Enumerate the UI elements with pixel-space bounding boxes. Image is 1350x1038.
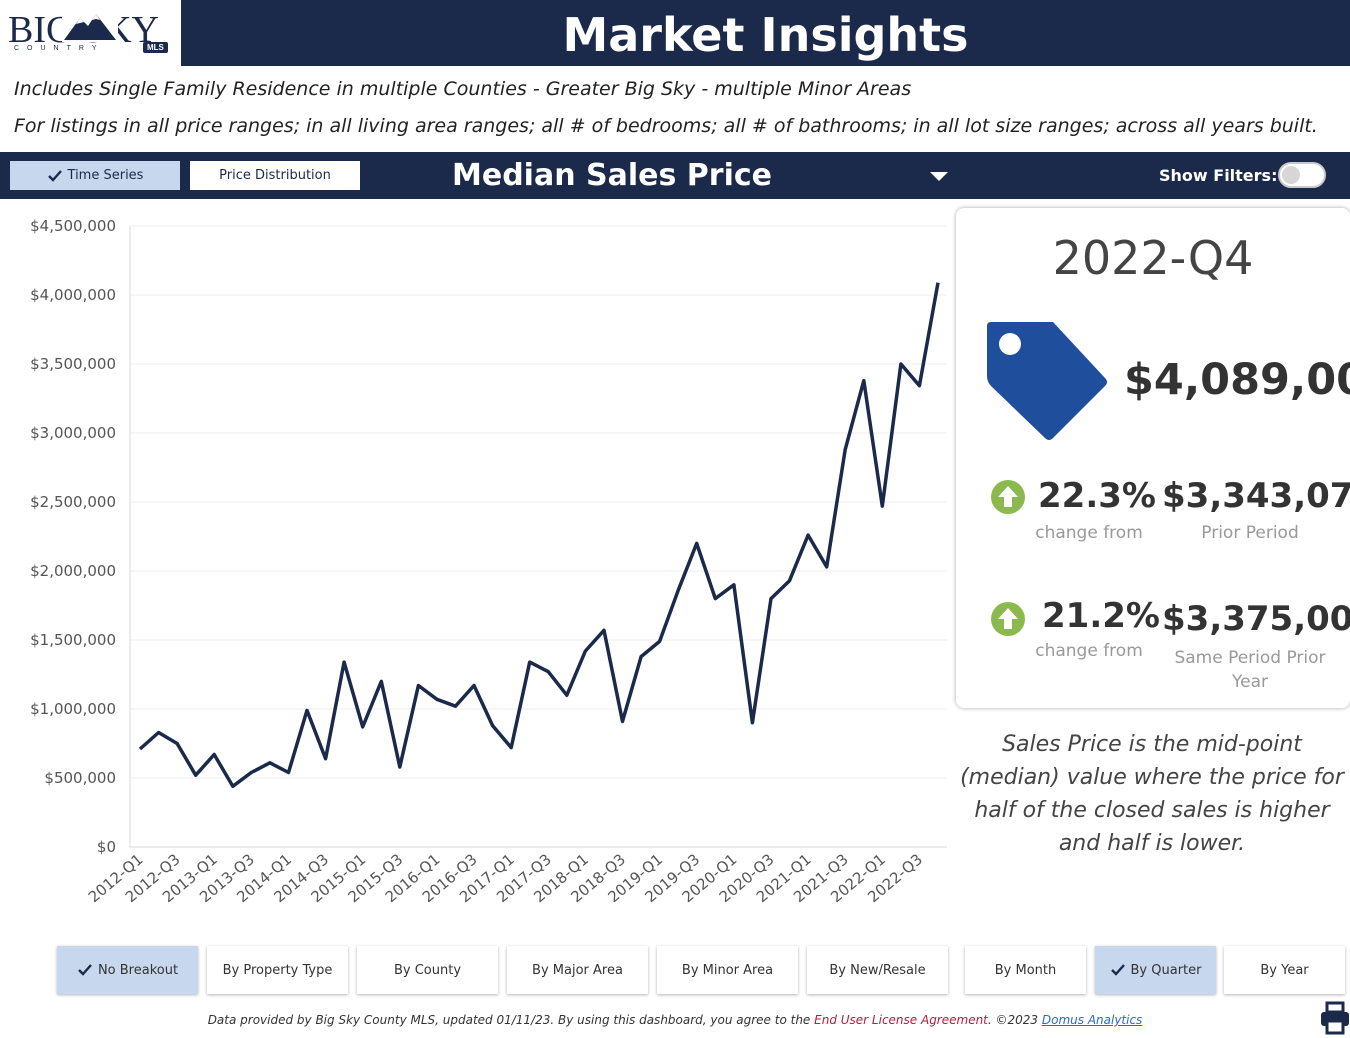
chart-container: $0 $500,000 $1,000,000 $1,500,000 $2,000,000… <box>0 205 955 930</box>
header: BIG SKY COUNTRY MLS Market Insights <box>0 0 1350 66</box>
footer: Data provided by Big Sky County MLS, upd… <box>0 1013 1350 1027</box>
mountain-logo-icon <box>62 12 118 42</box>
check-icon <box>1110 964 1125 976</box>
toggle-knob <box>1282 166 1300 184</box>
breakout_buttons-button-by-county[interactable]: By County <box>357 946 498 994</box>
prior-year-label: Same Period Prior Year <box>1174 648 1326 692</box>
tab-price-distribution-label: Price Distribution <box>219 168 331 183</box>
y-tick-label: $3,000,000 <box>30 424 116 442</box>
print-icon[interactable] <box>1320 1001 1350 1035</box>
arrow-up-icon <box>991 480 1025 514</box>
button-label: By County <box>393 962 462 978</box>
arrow-up-icon <box>991 602 1025 636</box>
check-icon <box>78 964 92 976</box>
caret-down-icon <box>930 172 948 181</box>
title-bar: Market Insights <box>181 0 1350 66</box>
change-prior-period-pct: 22.3% <box>1038 476 1156 516</box>
button-label: By Major Area <box>532 962 623 978</box>
kpi-card: 2022-Q4 $4,089,004 22.3% change from $3,… <box>956 208 1350 708</box>
breakout_buttons-button-by-major-area[interactable]: By Major Area <box>507 946 648 994</box>
logo-subtitle: COUNTRY <box>14 45 105 52</box>
prior-year-value: $3,375,000 <box>1162 599 1350 639</box>
breakout_buttons-button-no-breakout[interactable]: No Breakout <box>57 946 198 994</box>
y-tick-label: $1,500,000 <box>30 631 116 649</box>
change-prior-period-label: change from <box>1035 523 1143 543</box>
footer-copyright: . ©2023 <box>987 1013 1042 1027</box>
series-line <box>138 282 940 789</box>
kpi-value: $4,089,004 <box>1124 355 1350 405</box>
kpi-period: 2022-Q4 <box>1052 231 1254 285</box>
breakout_buttons-button-by-new-resale[interactable]: By New/Resale <box>807 946 948 994</box>
footer-text: Data provided by Big Sky County MLS, upd… <box>207 1013 815 1027</box>
logo-badge: MLS <box>143 42 168 53</box>
median-sales-price-chart: $0 $500,000 $1,000,000 $1,500,000 $2,000,000… <box>30 217 947 906</box>
check-icon <box>47 169 62 182</box>
tab-time-series[interactable]: Time Series <box>10 161 180 190</box>
breakout_buttons-button-by-property-type[interactable]: By Property Type <box>207 946 348 994</box>
prior-period-value: $3,343,078 <box>1162 476 1350 516</box>
show-filters-label: Show Filters: <box>1159 166 1278 185</box>
breakout_buttons-button-by-minor-area[interactable]: By Minor Area <box>657 946 798 994</box>
metric-dropdown[interactable]: Median Sales Price <box>442 152 962 199</box>
domus-link[interactable]: Domus Analytics <box>1041 1013 1143 1027</box>
period_buttons-button-by-month[interactable]: By Month <box>965 946 1086 994</box>
y-tick-label: $2,500,000 <box>30 493 116 511</box>
button-label: By New/Resale <box>829 962 926 978</box>
change-prior-year-label: change from <box>1035 641 1143 661</box>
price-tag-icon <box>987 322 1107 440</box>
show-filters-toggle[interactable] <box>1278 162 1326 188</box>
y-tick-label: $0 <box>97 838 116 856</box>
y-tick-label: $3,500,000 <box>30 355 116 373</box>
logo: BIG SKY COUNTRY MLS <box>0 0 180 66</box>
description-line-2: For listings in all price ranges; in all… <box>14 115 1318 137</box>
button-label: By Quarter <box>1130 962 1202 978</box>
y-tick-label: $500,000 <box>44 769 116 787</box>
tab-time-series-label: Time Series <box>67 168 144 183</box>
eula-link[interactable]: End User License Agreement <box>814 1013 988 1027</box>
button-label: By Year <box>1260 962 1309 978</box>
button-label: By Property Type <box>222 962 333 978</box>
button-label: No Breakout <box>97 962 179 978</box>
button-label: By Month <box>994 962 1057 978</box>
toolbar: Time Series Price Distribution Median Sa… <box>0 152 1350 199</box>
y-tick-label: $4,000,000 <box>30 286 116 304</box>
tab-price-distribution[interactable]: Price Distribution <box>190 161 360 190</box>
metric-label: Median Sales Price <box>452 158 772 193</box>
metric-explanation: Sales Price is the mid-point (median) va… <box>960 732 1344 856</box>
change-prior-year-pct: 21.2% <box>1042 596 1160 636</box>
y-tick-label: $2,000,000 <box>30 562 116 580</box>
y-tick-label: $1,000,000 <box>30 700 116 718</box>
period_buttons-button-by-year[interactable]: By Year <box>1224 946 1345 994</box>
page-title: Market Insights <box>562 8 969 62</box>
button-label: By Minor Area <box>681 962 774 978</box>
description-line-1: Includes Single Family Residence in mult… <box>14 78 912 100</box>
prior-period-label: Prior Period <box>1201 523 1299 543</box>
y-tick-label: $4,500,000 <box>30 217 116 235</box>
period_buttons-button-by-quarter[interactable]: By Quarter <box>1095 946 1216 994</box>
